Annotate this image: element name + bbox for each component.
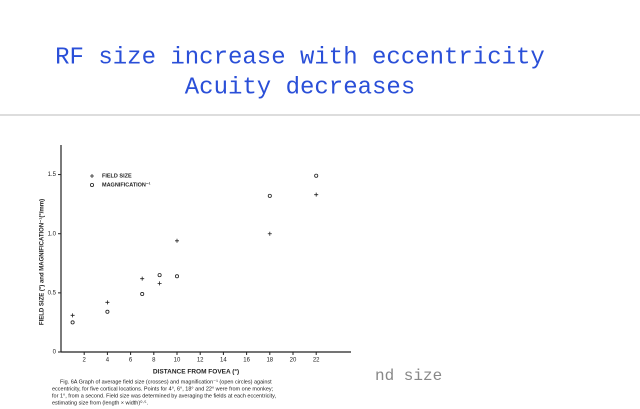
point xyxy=(140,276,145,281)
point xyxy=(157,281,162,286)
x-tick-label: 12 xyxy=(197,358,204,364)
title: Acuity decreases xyxy=(185,74,415,101)
point xyxy=(70,320,75,325)
x-tick-label: 8 xyxy=(152,358,156,364)
x-tick-label: 10 xyxy=(174,358,181,364)
caption: for 1°, from a second. Field size was de… xyxy=(52,393,277,399)
side-text: nd size xyxy=(375,367,442,385)
legend-marker xyxy=(90,182,95,187)
x-tick-label: 20 xyxy=(290,358,297,364)
x-tick-label: 22 xyxy=(313,358,320,364)
point xyxy=(314,192,319,197)
y-axis-label: FIELD SIZE (°) and MAGNIFICATION⁻¹(°/mm) xyxy=(39,199,46,325)
x-tick-label: 14 xyxy=(220,358,227,364)
legend-label: FIELD SIZE xyxy=(102,173,132,179)
y-tick-label: 1.5 xyxy=(48,172,57,178)
point xyxy=(314,173,319,178)
y-tick-label: 0 xyxy=(53,350,57,356)
point xyxy=(267,193,272,198)
point xyxy=(140,292,145,297)
point xyxy=(105,309,110,314)
x-tick-label: 6 xyxy=(129,358,133,364)
point xyxy=(174,274,179,279)
point xyxy=(175,238,179,243)
x-axis-label: DISTANCE FROM FOVEA (°) xyxy=(153,368,239,376)
x-tick-label: 4 xyxy=(106,358,110,364)
x-tick-label: 2 xyxy=(83,358,87,364)
title: RF size increase with eccentricity xyxy=(55,44,545,71)
legend-marker xyxy=(90,174,94,178)
point xyxy=(105,300,110,305)
point xyxy=(70,313,75,318)
caption: Fig. 6A Graph of average field size (cro… xyxy=(60,379,272,385)
x-tick-label: 18 xyxy=(266,358,273,364)
y-tick-label: 0.5 xyxy=(48,290,57,296)
legend-label: MAGNIFICATION⁻¹ xyxy=(102,181,151,188)
x-tick-label: 16 xyxy=(243,358,250,364)
point xyxy=(157,273,162,278)
caption: estimating size from (length × width)⁰·⁵… xyxy=(52,399,149,406)
y-tick-label: 1.0 xyxy=(48,231,57,237)
caption: eccentricity, for five cortical location… xyxy=(52,386,274,392)
point xyxy=(267,231,272,236)
